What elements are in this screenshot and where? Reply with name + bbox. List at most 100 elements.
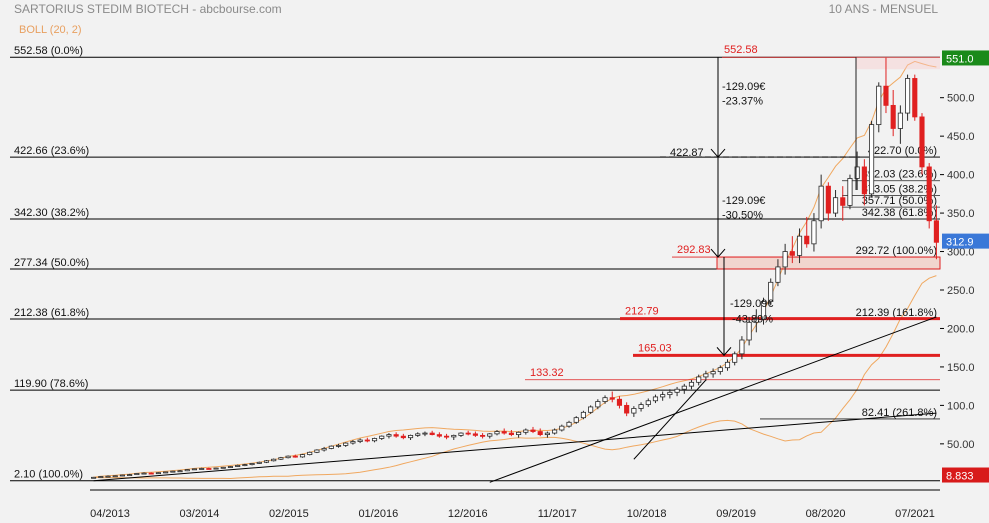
x-tick-label: 01/2016 bbox=[358, 508, 398, 520]
x-tick-label: 09/2019 bbox=[716, 508, 756, 520]
candle-body bbox=[703, 373, 709, 378]
measure-label: -129.09€ bbox=[730, 298, 773, 310]
red-top-zone bbox=[856, 57, 940, 70]
fib-level-label: 552.58 (0.0%) bbox=[14, 45, 83, 57]
candle-body bbox=[206, 468, 212, 470]
candle-body bbox=[588, 406, 594, 413]
candle-body bbox=[249, 463, 255, 466]
candle-body bbox=[854, 166, 860, 179]
candle-body bbox=[371, 438, 378, 442]
candle-body bbox=[508, 432, 514, 436]
red-level-label: 552.58 bbox=[724, 44, 758, 56]
fib-secondary-label: 392.03 (23.6%) bbox=[862, 169, 937, 181]
candle-body bbox=[832, 197, 839, 214]
price-badge bbox=[942, 233, 989, 249]
trend-line bbox=[93, 412, 937, 482]
candle-body bbox=[905, 78, 911, 114]
measure-label: -129.09€ bbox=[722, 81, 765, 93]
measure-label: -129.09€ bbox=[722, 195, 765, 207]
candle-body bbox=[660, 394, 666, 398]
fib-level-label: 2.10 (100.0%) bbox=[14, 469, 83, 481]
candle-body bbox=[840, 197, 846, 206]
candle-body bbox=[487, 433, 493, 437]
price-badge-label: 312.9 bbox=[946, 237, 974, 249]
candle-body bbox=[480, 434, 486, 437]
candle-body bbox=[184, 469, 190, 472]
candle-body bbox=[926, 166, 932, 222]
candle-body bbox=[746, 321, 752, 341]
candle-body bbox=[98, 476, 104, 478]
annotations: -129.09€ -23.37% 422.87 -129.09€ -30.50% -129… bbox=[660, 57, 860, 357]
candle-body bbox=[919, 116, 925, 168]
candle-body bbox=[652, 396, 659, 402]
candle-body bbox=[580, 411, 586, 419]
fib-secondary-label: 342.38 (61.8%) bbox=[862, 207, 937, 219]
measure-label: 422.87 bbox=[670, 147, 704, 159]
x-tick-label: 08/2020 bbox=[806, 508, 846, 520]
candle-body bbox=[263, 460, 270, 463]
candle-body bbox=[724, 361, 731, 369]
candle-body bbox=[199, 468, 205, 470]
fib-level-label: 342.30 (38.2%) bbox=[14, 207, 89, 219]
candle-body bbox=[739, 339, 745, 355]
candle-body bbox=[170, 470, 176, 473]
candle-body bbox=[307, 451, 313, 456]
period-label: 10 ANS - MENSUEL bbox=[829, 2, 939, 16]
candle-body bbox=[753, 318, 759, 323]
candle-body bbox=[566, 421, 572, 427]
candle-body bbox=[847, 178, 853, 206]
candle-body bbox=[796, 235, 803, 256]
x-tick-label: 04/2013 bbox=[90, 508, 130, 520]
candle-body bbox=[890, 104, 896, 129]
candle-body bbox=[271, 458, 277, 462]
candle-body bbox=[681, 385, 687, 390]
candle-body bbox=[220, 466, 226, 469]
candle-body bbox=[105, 475, 111, 478]
red-level-label: 212.79 bbox=[625, 306, 659, 318]
y-tick-label: 50.00 bbox=[947, 439, 975, 451]
trend-lines bbox=[93, 316, 937, 483]
candle-body bbox=[357, 439, 363, 442]
bollinger-lower-band bbox=[93, 275, 937, 480]
candle-body bbox=[292, 455, 298, 458]
candle-body bbox=[335, 444, 342, 447]
y-tick-label: 400.0 bbox=[947, 170, 975, 182]
candle-body bbox=[760, 301, 767, 320]
candle-body bbox=[645, 400, 651, 406]
candle-body bbox=[516, 431, 522, 436]
price-badge-label: 8.833 bbox=[946, 471, 974, 483]
candle-body bbox=[609, 397, 615, 400]
candle-body bbox=[732, 353, 738, 363]
price-badge bbox=[942, 467, 989, 483]
candle-body bbox=[537, 431, 543, 436]
candle-body bbox=[235, 464, 241, 467]
fib-secondary-label: 212.39 (161.8%) bbox=[856, 307, 937, 319]
candle-body bbox=[112, 475, 118, 478]
measure-label: -30.50% bbox=[722, 209, 763, 221]
y-tick-label: 300.0 bbox=[947, 247, 975, 259]
x-tick-label: 11/2017 bbox=[538, 508, 577, 520]
candle-body bbox=[379, 435, 385, 439]
candle-body bbox=[717, 367, 723, 372]
candle-body bbox=[523, 429, 529, 433]
candle-body bbox=[624, 404, 630, 414]
candle-body bbox=[407, 434, 414, 439]
candle-body bbox=[573, 417, 579, 423]
candles bbox=[91, 57, 939, 479]
y-tick-label: 100.0 bbox=[947, 400, 975, 412]
red-zone-box bbox=[716, 256, 941, 270]
candle-body bbox=[602, 397, 608, 402]
candle-body bbox=[328, 445, 334, 449]
candle-body bbox=[350, 441, 356, 444]
candle-body bbox=[321, 448, 327, 451]
candle-body bbox=[451, 434, 457, 438]
y-tick-label: 250.0 bbox=[947, 285, 975, 297]
candle-body bbox=[227, 466, 234, 468]
candle-body bbox=[825, 185, 831, 214]
candle-body bbox=[710, 371, 716, 375]
y-tick-label: 450.0 bbox=[947, 131, 975, 143]
x-axis: 04/2013 03/2014 02/2015 01/2016 12/2016 11/20… bbox=[90, 489, 940, 520]
candle-body bbox=[364, 439, 370, 442]
trend-line bbox=[633, 379, 707, 460]
candle-body bbox=[897, 112, 903, 129]
